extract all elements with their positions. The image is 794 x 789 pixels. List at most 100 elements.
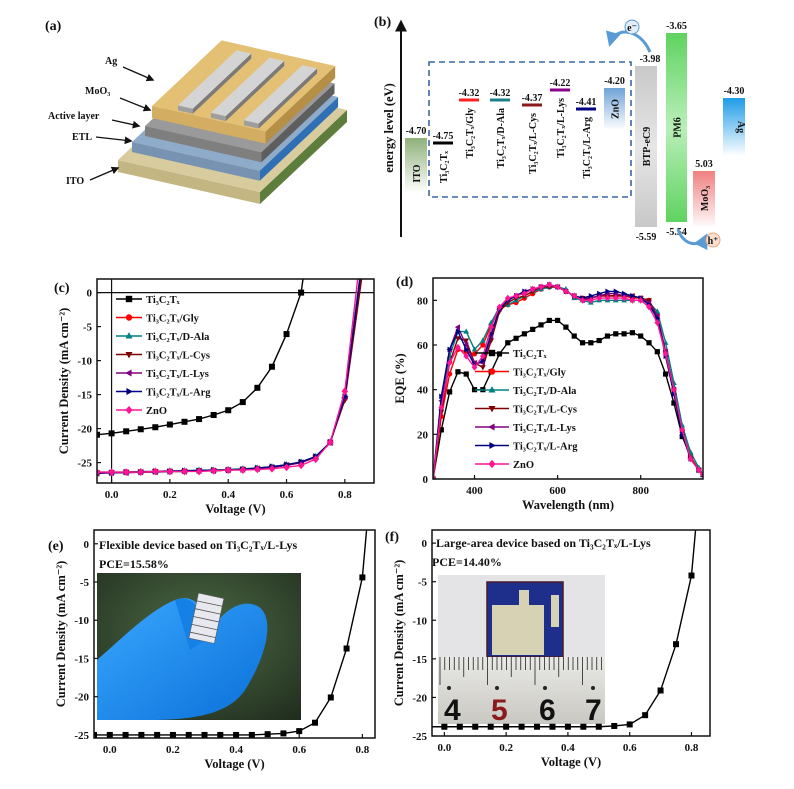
llys-value: -4.22 [550,78,571,89]
data-point-marker [166,467,174,476]
layer-label-ag: Ag [105,56,117,67]
data-point-marker [283,463,290,472]
x-tick-label: 0.8 [685,742,699,754]
data-point-marker [181,467,188,476]
data-point-marker [595,723,602,730]
electron-transfer-arrow [606,30,652,53]
moo3-band [693,171,715,226]
arrow-ag [122,66,155,82]
data-point-marker [679,426,686,434]
y-tick-label: -20 [412,692,427,704]
data-point-marker [125,314,133,321]
x-tick-label: 0.0 [105,489,119,501]
data-point-marker [646,340,652,346]
y-tick-label: -10 [412,615,427,627]
x-tick-label: 600 [549,485,566,497]
y-tick-label: 0 [84,539,90,551]
data-point-marker [283,331,290,338]
data-point-marker [613,288,619,295]
data-point-marker [571,292,578,300]
llys-level-line [550,88,570,92]
btp-name: BTP-eC9 [642,127,653,166]
energy-level-ito: ITO -4.70 [405,126,427,193]
data-point-marker [554,283,561,291]
x-tick-label: 400 [466,485,483,497]
legend-entry: Ti₃C₂Tₓ [116,295,181,306]
data-point-marker [125,295,133,303]
dashed-region-box [428,61,632,198]
data-point-marker [463,328,470,334]
panel-e-annotation-pce: PCE=15.58% [99,557,169,571]
y-tick-label: -15 [412,654,427,666]
y-tick-label: 60 [417,340,429,352]
zno-band [604,88,625,130]
data-point-marker [521,331,527,337]
plot-frame [432,277,704,480]
data-point-marker [463,342,469,348]
ag-electrode-bar [178,50,252,114]
data-point-marker [264,731,271,738]
plot-area [433,281,703,479]
data-point-marker [513,292,519,300]
x-tick-label: 0.0 [103,744,117,756]
layer-label-etl: ETL [72,132,92,143]
arrow-ito [89,166,120,181]
legend-entry: Ti₃C₂Tₓ [475,349,548,360]
data-point-marker [312,719,319,726]
data-point-marker [646,303,652,311]
legend-label: Ti₃C₂Tₓ/L-Cys [146,351,210,362]
chart-f: (f) 0.0 0.2 0.4 0.6 0.8 0 -5 -10 -15 -20 -25 Voltage… [385,529,711,769]
legend-entry: ZnO [116,405,167,417]
data-point-marker [654,349,660,355]
electron-badge [624,19,640,35]
y-tick-label: -25 [74,730,89,742]
y-axis-label: Current Density (mA cm⁻²) [54,561,68,708]
y-tick-label: 20 [417,429,429,441]
data-point-marker [688,572,695,579]
y-axis-label: EQE (%) [393,353,407,403]
data-point-marker [604,333,611,339]
legend-entry: Ti₃C₂Tₓ/Gly [475,368,567,379]
data-point-marker [496,351,503,357]
energy-level-gly: Ti₃C₂Tₓ/Gly -4.32 [459,88,480,158]
ruler-dot [447,686,451,690]
series-ZnO [433,281,703,479]
data-point-marker [655,315,661,322]
data-point-marker [327,694,334,701]
data-point-marker [673,641,680,648]
data-point-marker [563,324,569,330]
data-point-marker [579,296,586,304]
data-point-marker [447,389,453,395]
x-tick-label: 0.2 [166,744,180,756]
hole-label: h⁺ [708,236,719,247]
data-point-marker [138,731,145,738]
panel-label: (e) [48,539,64,554]
panel-label-a: (a) [45,19,62,34]
plot-area [432,530,697,730]
data-point-marker [441,723,448,730]
data-point-marker [629,296,636,304]
ruler-number-6: 6 [539,694,556,727]
data-point-marker [521,290,528,298]
data-point-marker [455,369,461,375]
data-point-marker [455,343,461,351]
ruler-dot [495,686,499,690]
data-point-marker [224,466,232,474]
data-point-marker [97,431,100,438]
data-point-marker [239,466,247,474]
hole-badge [705,232,721,248]
data-point-marker [580,723,587,730]
plot-frame [96,278,375,484]
data-point-marker [488,323,495,331]
x-axis-label: Voltage (V) [541,755,601,769]
data-point-marker [326,438,334,447]
y-axis-label: Current Density (mA cm⁻²) [392,560,406,707]
data-point-marker [471,351,478,357]
dala-name: Ti₃C₂Tₓ/D-Ala [496,108,507,168]
data-point-marker [181,418,188,425]
lcys-level-line [522,103,542,107]
x-tick-label: 0.4 [561,742,575,754]
data-point-marker [555,317,561,324]
data-point-marker [518,723,525,730]
pm6-bottom-value: -5.54 [666,227,687,238]
